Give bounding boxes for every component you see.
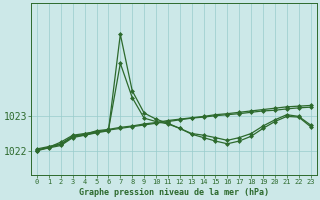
X-axis label: Graphe pression niveau de la mer (hPa): Graphe pression niveau de la mer (hPa)	[79, 188, 269, 197]
